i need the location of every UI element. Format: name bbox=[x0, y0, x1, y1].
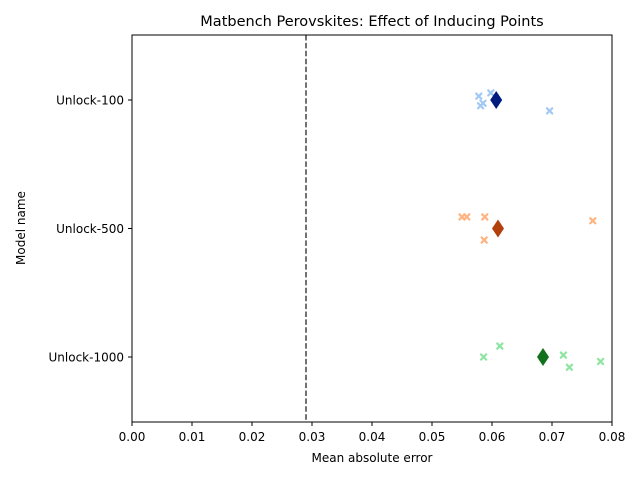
x-tick-label: 0.03 bbox=[299, 430, 326, 444]
data-point-unlock-100-2 bbox=[487, 89, 495, 97]
data-point-unlock-100-4 bbox=[476, 102, 485, 110]
chart-title: Matbench Perovskites: Effect of Inducing… bbox=[200, 14, 543, 30]
data-point-unlock-500-5 bbox=[480, 236, 488, 244]
y-tick-label: Unlock-1000 bbox=[49, 351, 124, 365]
data-point-unlock-1000-4 bbox=[596, 357, 605, 366]
data-point-unlock-100-5 bbox=[545, 107, 554, 115]
data-point-unlock-1000-1 bbox=[496, 342, 504, 350]
axes-frame bbox=[131, 34, 613, 423]
data-point-unlock-1000-3 bbox=[559, 351, 568, 359]
mean-marker-unlock-1000 bbox=[537, 348, 549, 366]
x-tick-label: 0.02 bbox=[239, 430, 266, 444]
data-point-unlock-1000-2 bbox=[479, 353, 488, 361]
data-point-unlock-500-3 bbox=[481, 213, 489, 221]
y-tick-label: Unlock-100 bbox=[56, 94, 124, 108]
x-tick-label: 0.05 bbox=[419, 430, 446, 444]
data-point-unlock-500-2 bbox=[463, 213, 471, 221]
x-tick-label: 0.01 bbox=[179, 430, 206, 444]
x-tick-label: 0.00 bbox=[119, 430, 146, 444]
points-layer bbox=[458, 89, 605, 371]
data-point-unlock-500-4 bbox=[589, 217, 597, 225]
mean-marker-unlock-500 bbox=[492, 219, 504, 238]
x-tick-label: 0.07 bbox=[539, 430, 566, 444]
mean-marker-unlock-100 bbox=[490, 91, 503, 109]
y-axis-label: Model name bbox=[14, 191, 28, 265]
y-tick-label: Unlock-500 bbox=[56, 222, 124, 236]
axes-layer bbox=[131, 34, 613, 423]
data-point-unlock-100-1 bbox=[475, 92, 483, 100]
x-tick-label: 0.08 bbox=[599, 430, 626, 444]
x-tick-label: 0.04 bbox=[359, 430, 386, 444]
x-tick-label: 0.06 bbox=[479, 430, 506, 444]
data-point-unlock-1000-5 bbox=[565, 363, 574, 371]
ticks-layer: 0.00 0.01 0.02 0.03 0.04 0.05 0.06 0.07 0.08 Unlo… bbox=[49, 94, 626, 445]
x-axis-label: Mean absolute error bbox=[312, 451, 433, 465]
